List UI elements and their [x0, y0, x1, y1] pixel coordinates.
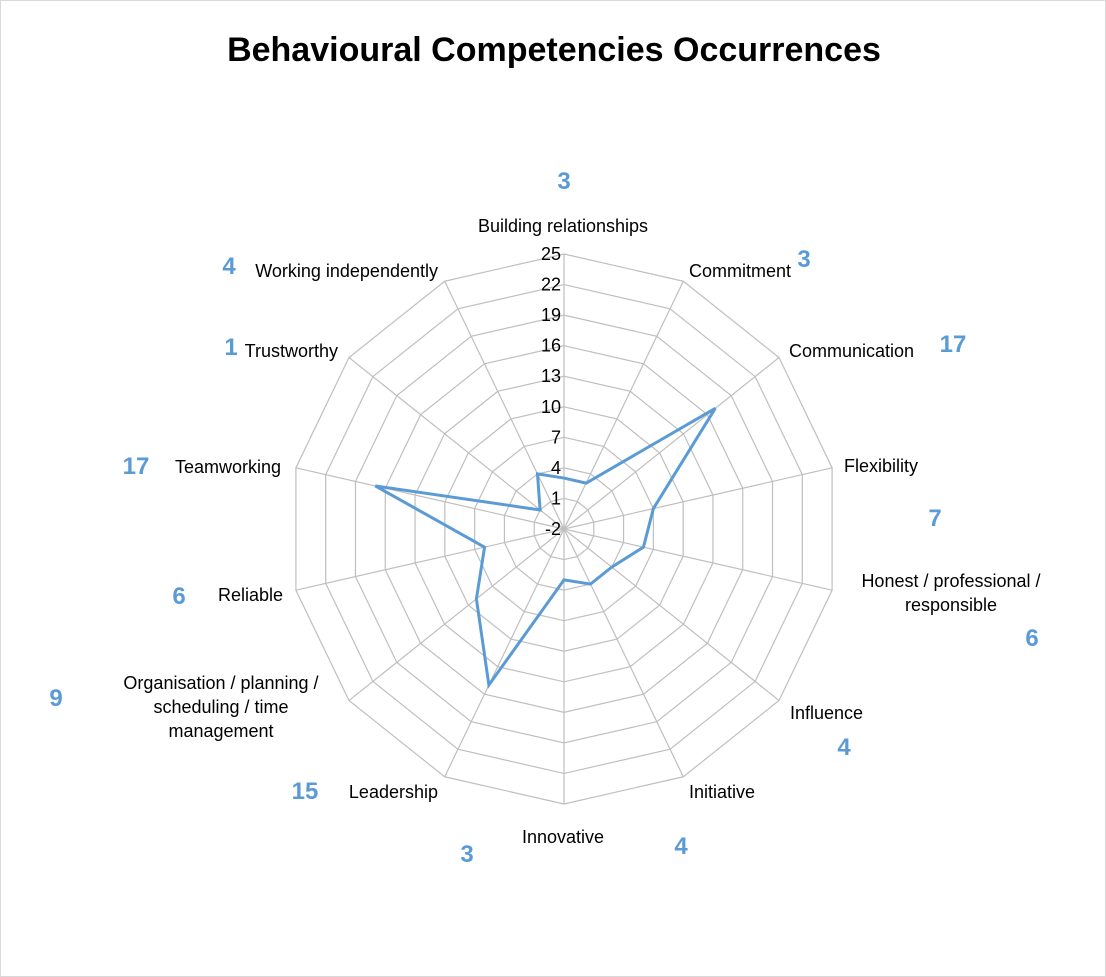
tick-label: 19: [541, 305, 561, 325]
grid-spoke: [295, 528, 565, 591]
tick-label: 25: [541, 244, 561, 264]
category-label-line: Flexibility: [844, 456, 918, 476]
tick-label: 1: [551, 488, 561, 508]
category-label: Trustworthy: [245, 341, 338, 361]
grid-spoke: [444, 280, 565, 530]
tick-label: 4: [551, 458, 561, 478]
category-label: Leadership: [349, 782, 438, 802]
category-label: Honest / professional / responsible: [861, 571, 1040, 615]
value-label: 15: [292, 778, 319, 805]
grid-spoke: [295, 467, 565, 530]
tick-label: 10: [541, 397, 561, 417]
category-label-line: Building relationships: [478, 216, 648, 236]
category-label-line: scheduling / time: [153, 697, 288, 717]
category-label: Innovative: [522, 827, 604, 847]
value-label: 9: [49, 685, 62, 712]
value-label: 3: [797, 246, 810, 273]
grid-spoke: [444, 528, 565, 778]
category-label: Communication: [789, 341, 914, 361]
grid-spoke: [348, 357, 565, 530]
value-label: 4: [674, 833, 688, 860]
value-label: 6: [1025, 625, 1038, 652]
category-label: Commitment: [689, 261, 791, 281]
series-line: [374, 407, 717, 689]
category-label-line: Innovative: [522, 827, 604, 847]
value-label: 17: [123, 453, 150, 480]
category-label-line: Influence: [790, 703, 863, 723]
category-label: Reliable: [218, 585, 283, 605]
category-label-line: Honest / professional /: [861, 571, 1040, 591]
value-label: 17: [940, 331, 967, 358]
value-label: 4: [222, 253, 236, 280]
value-label: 4: [837, 734, 851, 761]
tick-label: 7: [551, 427, 561, 447]
category-label-line: management: [168, 721, 273, 741]
tick-label: 16: [541, 336, 561, 356]
value-label: 7: [928, 505, 941, 532]
category-label: Initiative: [689, 782, 755, 802]
category-label: Flexibility: [844, 456, 918, 476]
category-label: Teamworking: [175, 457, 281, 477]
category-label-line: Reliable: [218, 585, 283, 605]
grid-spoke: [348, 528, 565, 701]
chart-title: Behavioural Competencies Occurrences: [227, 31, 881, 69]
category-label-line: Commitment: [689, 261, 791, 281]
category-label: Working independently: [255, 261, 438, 281]
category-label-line: Leadership: [349, 782, 438, 802]
tick-label: 22: [541, 275, 561, 295]
value-label: 3: [460, 841, 473, 868]
category-label-line: Trustworthy: [245, 341, 338, 361]
category-label: Organisation / planning / scheduling / ti…: [123, 673, 318, 741]
grid-spoke: [563, 467, 833, 530]
category-label: Building relationships: [478, 216, 648, 236]
grid-spoke: [563, 528, 780, 701]
tick-label: -2: [545, 519, 561, 539]
category-label-line: Teamworking: [175, 457, 281, 477]
grid-spoke: [563, 528, 833, 591]
category-label-line: responsible: [905, 595, 997, 615]
category-label-line: Working independently: [255, 261, 438, 281]
tick-label: 13: [541, 366, 561, 386]
grid-spoke: [563, 280, 684, 530]
category-label: Influence: [790, 703, 863, 723]
category-label-line: Communication: [789, 341, 914, 361]
category-label-line: Organisation / planning /: [123, 673, 318, 693]
value-label: 3: [557, 168, 570, 195]
value-label: 6: [172, 583, 185, 610]
grid-spoke: [563, 528, 684, 778]
value-label: 1: [224, 334, 237, 361]
grid-spoke: [563, 357, 780, 530]
category-label-line: Initiative: [689, 782, 755, 802]
